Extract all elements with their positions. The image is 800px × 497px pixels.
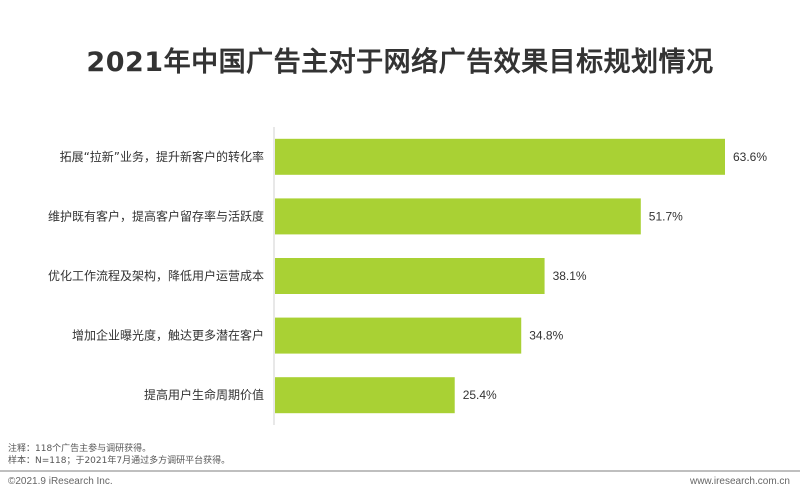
category-label-3: 优化工作流程及架构，降低用户运营成本: [48, 268, 264, 283]
bar-1: [275, 138, 725, 175]
footer-divider: [0, 470, 800, 472]
bar-3: [275, 258, 545, 294]
category-label-1: 拓展“拉新”业务，提升新客户的转化率: [60, 149, 264, 164]
category-label-2: 维护既有客户，提高客户留存率与活跃度: [48, 208, 264, 223]
value-label-4: 34.8%: [529, 329, 563, 343]
bar-4: [275, 317, 522, 354]
category-label-4: 增加企业曝光度，触达更多潜在客户: [72, 328, 264, 343]
chart-title: 2021年中国广告主对于网络广告效果目标规划情况: [86, 47, 714, 78]
footer-website: www.iresearch.com.cn: [689, 476, 790, 487]
value-label-5: 25.4%: [463, 388, 497, 402]
bar-chart: 拓展“拉新”业务，提升新客户的转化率 63.6% 维护既有客户，提高客户留存率与活跃…: [48, 127, 767, 425]
footer-copyright: ©2021.9 iResearch Inc.: [8, 476, 113, 487]
value-label-3: 38.1%: [553, 269, 587, 283]
value-label-1: 63.6%: [733, 150, 767, 164]
chart-notes: 注释：118个广告主参与调研获得。 样本：N=118；于2021年7月通过多方调…: [8, 443, 230, 467]
bar-5: [275, 377, 455, 414]
note-line-2: 样本：N=118；于2021年7月通过多方调研平台获得。: [8, 456, 231, 466]
value-label-2: 51.7%: [649, 209, 683, 223]
category-label-5: 提高用户生命周期价值: [144, 387, 264, 402]
bar-2: [275, 198, 641, 235]
bars-layer: 拓展“拉新”业务，提升新客户的转化率 63.6% 维护既有客户，提高客户留存率与活跃…: [48, 138, 767, 414]
note-line-1: 注释：118个广告主参与调研获得。: [8, 444, 152, 454]
